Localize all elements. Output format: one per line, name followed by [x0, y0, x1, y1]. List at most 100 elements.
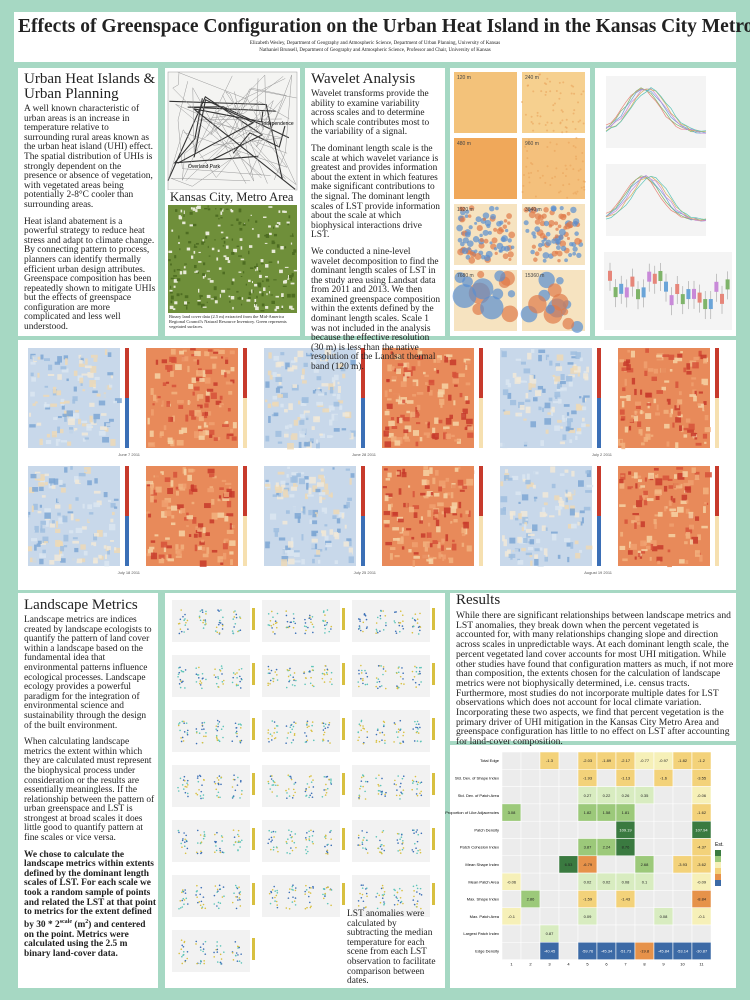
- land-cover-patch: [202, 241, 206, 243]
- wavelet-feature: [572, 145, 575, 148]
- lst-pixel: [83, 550, 88, 556]
- scatter-dot: [182, 615, 184, 618]
- scatter-dot: [202, 794, 205, 796]
- lst-pixel: [564, 505, 569, 510]
- scatter-plot: [262, 655, 340, 697]
- lst-pixel: [194, 431, 201, 439]
- lst-pixel: [623, 361, 629, 366]
- wavelet-feature: [489, 205, 495, 212]
- lst-pixel: [337, 492, 345, 495]
- scatter-dot: [328, 778, 330, 781]
- scatter-dot: [307, 850, 309, 853]
- scatter-dot: [273, 732, 275, 734]
- lst-pixel: [664, 423, 670, 429]
- scatter-dot: [216, 739, 219, 742]
- scatter-dot: [197, 780, 200, 783]
- lst-pixel: [301, 534, 304, 541]
- wavelet-feature: [472, 278, 494, 300]
- scatter-dot: [270, 840, 272, 843]
- scatter-dot: [393, 888, 395, 891]
- scatter-dot: [180, 740, 183, 743]
- lst-pixel: [171, 357, 177, 363]
- lst-pixel: [445, 492, 451, 496]
- scatter-dot: [357, 681, 360, 683]
- scatter-dot: [416, 622, 419, 624]
- scatter-dot: [377, 678, 380, 680]
- lst-pixel: [442, 538, 445, 543]
- scatter-dot: [195, 681, 198, 683]
- lst-pixel: [621, 367, 629, 372]
- scatter-dot: [195, 894, 197, 896]
- scale-label: 120 m: [457, 75, 471, 81]
- scatter-dot: [271, 775, 273, 777]
- lst-pixel: [219, 395, 223, 400]
- scatter-dot: [382, 629, 385, 631]
- lst-pixel: [283, 494, 289, 498]
- lst-pixel: [520, 380, 528, 383]
- lst-pixel: [687, 429, 694, 433]
- scatter-dot: [217, 791, 220, 794]
- lst-pixel: [150, 495, 154, 503]
- cell-value: 0.08: [622, 879, 631, 884]
- lst-pixel: [106, 546, 111, 551]
- scatter-dot: [271, 897, 274, 899]
- lst-pixel: [662, 475, 670, 481]
- wavelet-feature: [525, 165, 528, 168]
- lst-pixel: [61, 368, 69, 373]
- lst-pixel: [107, 352, 112, 358]
- scatter-dot: [306, 722, 308, 724]
- lst-pixel: [222, 354, 230, 360]
- scatter-dot: [240, 953, 242, 955]
- lst-pixel: [564, 538, 571, 543]
- box: [720, 293, 724, 304]
- scatter-dot: [270, 778, 273, 780]
- lst-pixel: [437, 355, 442, 361]
- lst-pixel: [392, 538, 400, 541]
- lst-pixel: [278, 537, 286, 541]
- lst-pixel: [42, 536, 49, 543]
- scatter-dot: [311, 841, 314, 843]
- lst-pixel: [225, 482, 232, 485]
- wavelet-feature: [532, 234, 537, 239]
- scatter-dot: [216, 905, 218, 907]
- lst-pixel: [75, 527, 83, 533]
- cell-value: 1.81: [622, 810, 631, 815]
- land-cover-patch: [195, 242, 199, 245]
- wavelet-feature: [537, 247, 542, 252]
- scatter-dot: [375, 677, 378, 679]
- lst-pixel: [287, 432, 292, 436]
- lst-pixel: [425, 421, 429, 425]
- scatter-dot: [362, 727, 364, 730]
- lst-pixel: [384, 468, 388, 471]
- lst-pixel: [406, 410, 410, 414]
- lst-pixel: [277, 386, 283, 389]
- land-cover-patch: [259, 291, 262, 294]
- scatter-dot: [216, 941, 218, 943]
- lst-pixel: [110, 438, 116, 446]
- scatter-dot: [414, 681, 417, 684]
- lst-pixel: [575, 352, 581, 360]
- scatter-colorbar: [252, 718, 255, 740]
- scatter-dot: [240, 667, 243, 670]
- wavelet-feature: [559, 122, 562, 125]
- scatter-colorbar: [342, 773, 345, 795]
- cell-value: -19.8: [640, 948, 650, 953]
- lst-pixel: [226, 433, 234, 437]
- lst-pixel: [453, 400, 456, 406]
- wavelet-image: [522, 72, 585, 133]
- lst-pixel: [624, 426, 629, 433]
- scatter-dot: [198, 788, 200, 791]
- scatter-dot: [358, 625, 361, 627]
- lst-pixel: [432, 477, 436, 485]
- lst-pixel: [639, 495, 643, 501]
- scatter-dot: [231, 786, 234, 788]
- land-cover-patch: [240, 276, 243, 278]
- scatter-dot: [357, 834, 360, 837]
- lst-pixel: [57, 426, 61, 434]
- colorbar-bottom: [125, 516, 129, 566]
- lst-pixel: [454, 511, 461, 515]
- lst-pixel: [392, 527, 400, 531]
- lst-pixel: [632, 505, 638, 509]
- lst-pixel: [532, 484, 536, 489]
